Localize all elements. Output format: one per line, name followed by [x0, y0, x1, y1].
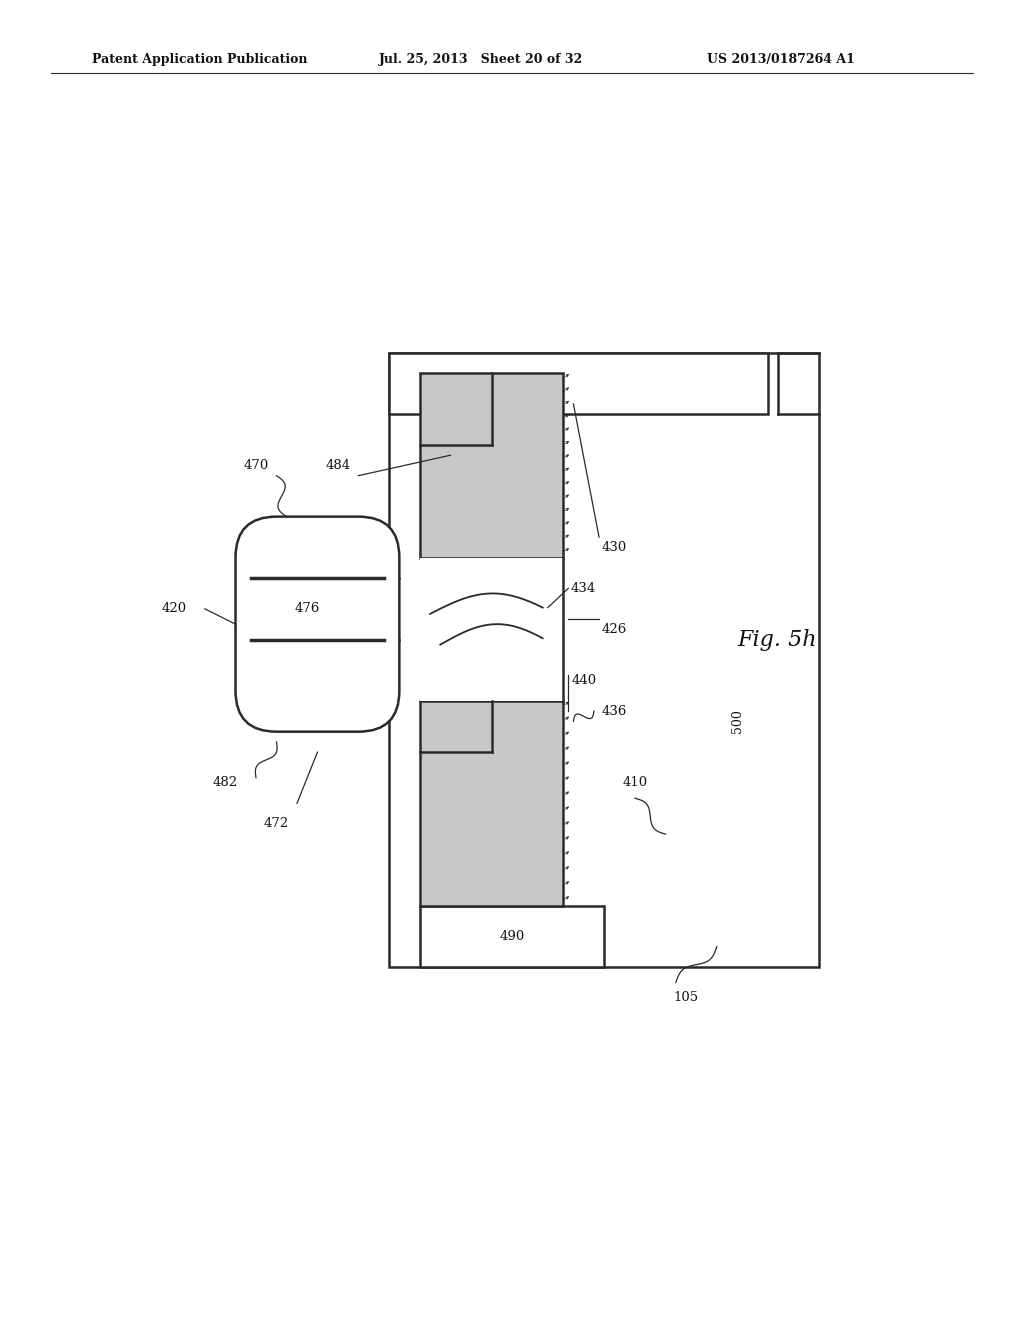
- Text: 420: 420: [162, 602, 186, 615]
- Text: US 2013/0187264 A1: US 2013/0187264 A1: [707, 53, 854, 66]
- Text: 105: 105: [674, 991, 698, 1005]
- Text: 436: 436: [602, 705, 627, 718]
- Bar: [420, 701, 563, 906]
- Text: 490: 490: [500, 931, 524, 942]
- Text: 470: 470: [244, 459, 268, 473]
- Text: 426: 426: [602, 623, 627, 636]
- Bar: [420, 557, 563, 701]
- Text: 434: 434: [571, 582, 596, 595]
- Bar: [389, 352, 819, 968]
- Text: 500: 500: [731, 710, 743, 734]
- Text: Jul. 25, 2013   Sheet 20 of 32: Jul. 25, 2013 Sheet 20 of 32: [379, 53, 583, 66]
- FancyBboxPatch shape: [236, 516, 399, 731]
- Text: 472: 472: [264, 817, 289, 830]
- Bar: [389, 352, 768, 414]
- Text: 410: 410: [623, 776, 647, 789]
- Text: 440: 440: [571, 675, 596, 686]
- Text: 476: 476: [295, 602, 319, 615]
- Text: 430: 430: [602, 541, 627, 554]
- Text: 482: 482: [213, 776, 238, 789]
- Bar: [420, 374, 563, 557]
- Bar: [420, 906, 604, 968]
- Text: Patent Application Publication: Patent Application Publication: [92, 53, 307, 66]
- Text: Fig. 5h: Fig. 5h: [737, 628, 817, 651]
- Text: 484: 484: [326, 459, 350, 473]
